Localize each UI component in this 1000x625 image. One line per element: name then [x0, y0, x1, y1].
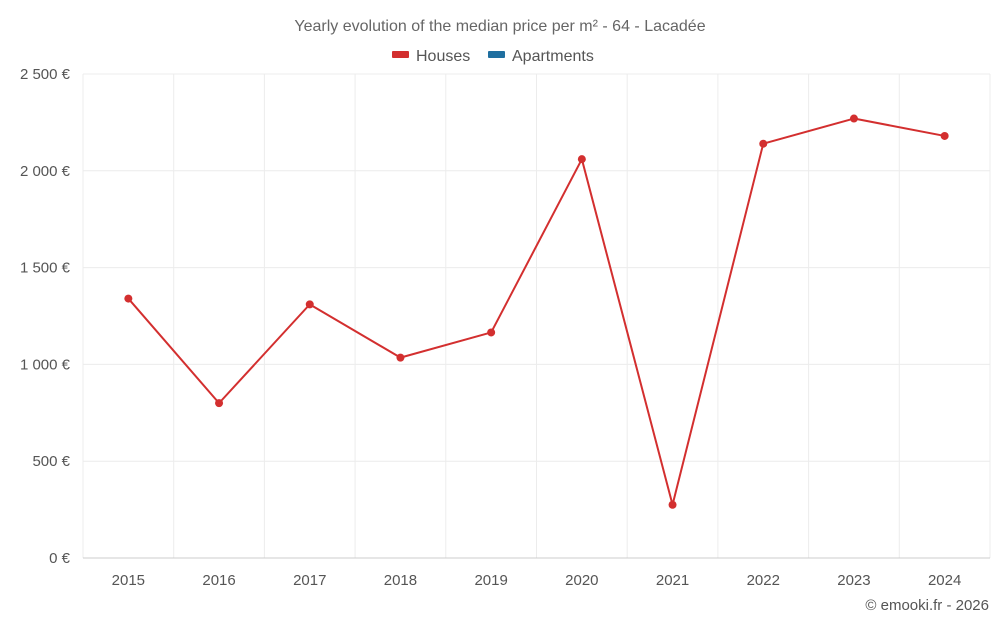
data-point-houses-2020[interactable] [577, 155, 586, 164]
axes: 0 € 500 € 1 000 € 1 500 € 2 000 € 2 500 € 2015… [20, 66, 990, 589]
x-tick-label: 2022 [747, 572, 780, 589]
x-tick-label: 2023 [837, 572, 870, 589]
legend-item-apartments[interactable]: Apartments [488, 48, 594, 65]
x-tick-label: 2020 [565, 572, 598, 589]
data-point-houses-2022[interactable] [759, 139, 768, 148]
y-tick-label: 2 000 € [20, 163, 71, 180]
legend-label-apartments: Apartments [512, 48, 594, 65]
y-tick-label: 2 500 € [20, 66, 71, 83]
y-tick-label: 500 € [32, 453, 70, 470]
x-tick-label: 2015 [112, 572, 145, 589]
x-tick-label: 2019 [474, 572, 507, 589]
data-point-houses-2019[interactable] [487, 328, 496, 337]
legend-swatch-apartments [488, 51, 505, 58]
data-point-houses-2018[interactable] [396, 353, 405, 362]
x-tick-label: 2024 [928, 572, 961, 589]
legend: Houses Apartments [392, 48, 594, 65]
data-point-houses-2024[interactable] [940, 131, 949, 140]
x-tick-label: 2018 [384, 572, 417, 589]
data-point-houses-2023[interactable] [849, 114, 858, 123]
y-tick-label: 1 000 € [20, 356, 71, 373]
legend-label-houses: Houses [416, 48, 470, 65]
chart-title: Yearly evolution of the median price per… [294, 18, 705, 35]
x-tick-label: 2016 [202, 572, 235, 589]
data-point-houses-2015[interactable] [124, 294, 133, 303]
x-tick-label: 2017 [293, 572, 326, 589]
series-line-houses [127, 117, 945, 506]
credit-text: © emooki.fr - 2026 [865, 597, 989, 614]
data-point-houses-2016[interactable] [215, 399, 224, 408]
legend-item-houses[interactable]: Houses [392, 48, 470, 65]
x-tick-label: 2021 [656, 572, 689, 589]
y-tick-label: 0 € [49, 550, 71, 567]
grid [82, 73, 991, 558]
series-houses [124, 114, 949, 509]
data-point-houses-2017[interactable] [305, 300, 314, 309]
y-tick-label: 1 500 € [20, 260, 71, 277]
legend-swatch-houses [392, 51, 409, 58]
data-point-houses-2021[interactable] [668, 500, 677, 509]
